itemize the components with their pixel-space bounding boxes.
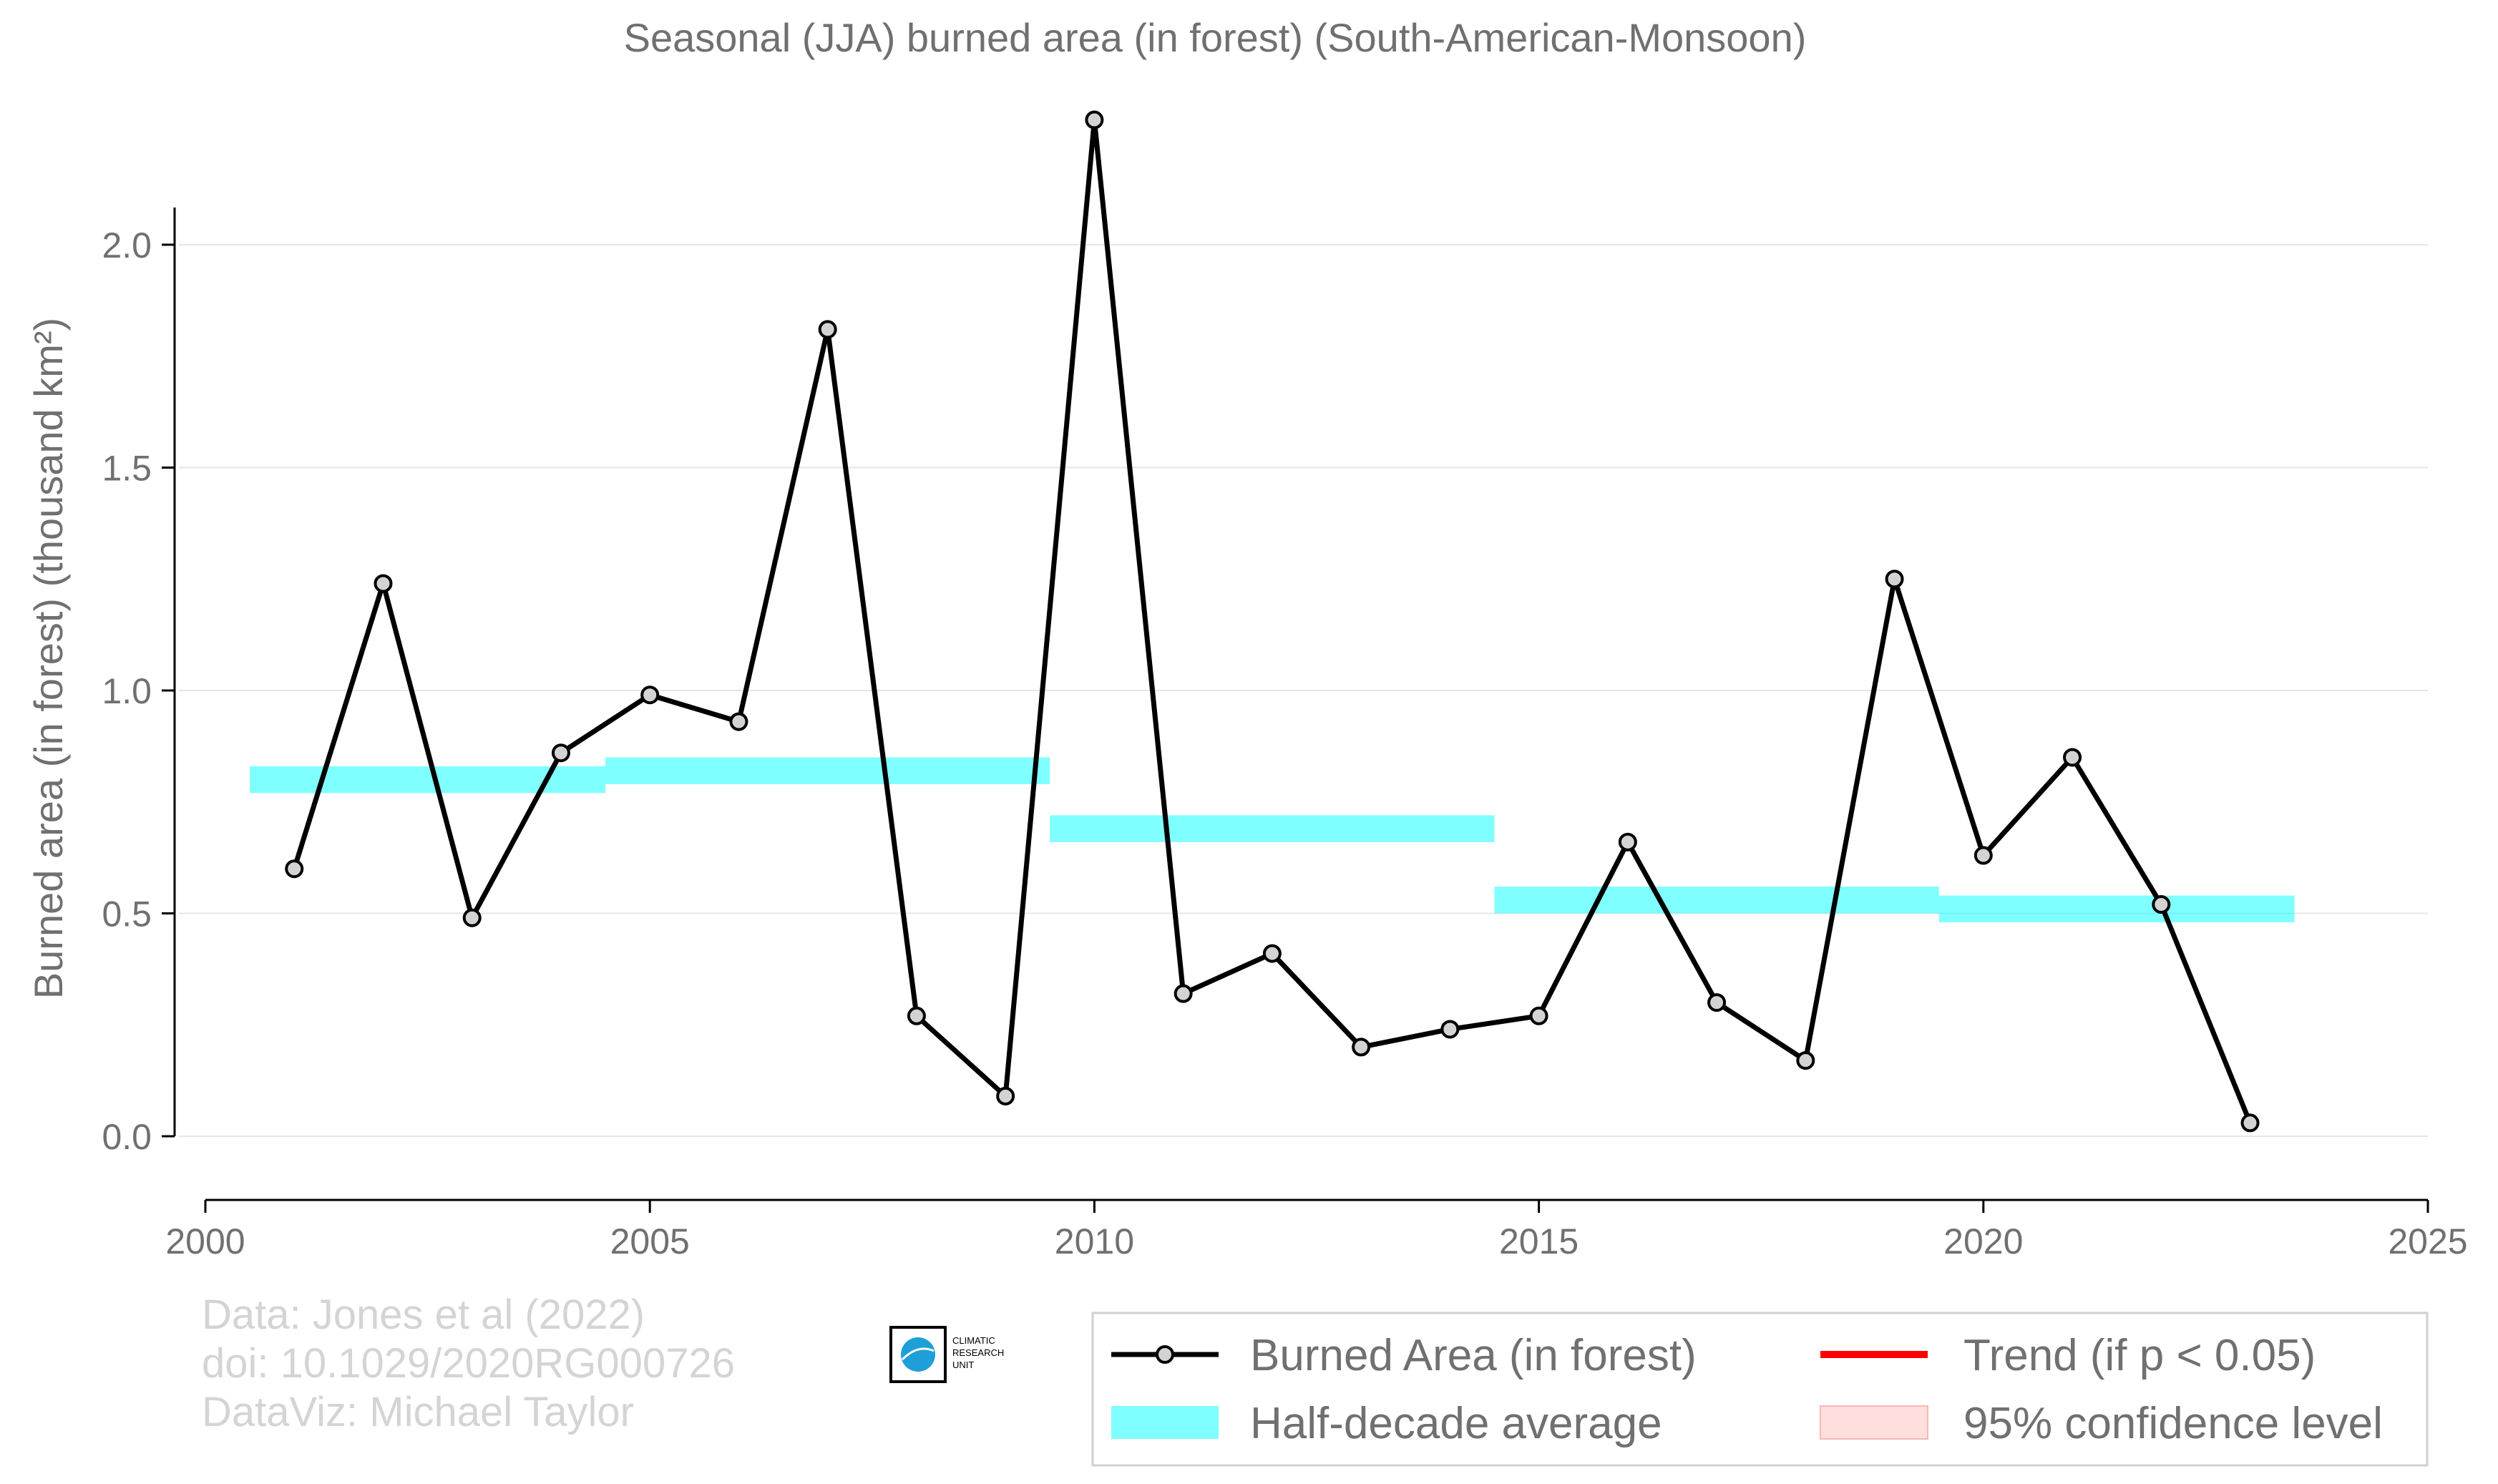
data-point (1440, 1020, 1460, 1039)
data-point (1085, 110, 1104, 130)
legend: Burned Area (in forest) Half-decade avera… (1091, 1312, 2429, 1467)
data-point (640, 685, 660, 705)
legend-marker-symbol (1156, 1345, 1174, 1364)
legend-entry: Half-decade average (1111, 1399, 1662, 1448)
credit-dataviz: DataViz: Michael Taylor (202, 1389, 634, 1435)
logo-line-1: CLIMATIC (952, 1335, 995, 1346)
logo-line-2: RESEARCH (952, 1347, 1004, 1358)
legend-box (1091, 1312, 2429, 1467)
burned-area-line (291, 117, 2253, 1124)
x-axis-ticks: 2000 2005 2010 2015 2020 2025 (165, 1200, 2468, 1261)
burned-area-points (285, 110, 2260, 1133)
legend-entry: 95% confidence level (1820, 1399, 2383, 1448)
x-tick-label: 2025 (2388, 1221, 2467, 1261)
data-point (1707, 993, 1727, 1012)
data-point (907, 1006, 926, 1025)
data-point (1262, 944, 1282, 963)
globe-swoosh (901, 1347, 935, 1361)
x-tick-label: 2015 (1499, 1221, 1579, 1261)
cru-logo: CLIMATIC RESEARCH UNIT (889, 1326, 1004, 1383)
data-point (818, 320, 837, 339)
burned-area-polyline (291, 117, 2253, 1124)
x-tick-label: 2000 (165, 1221, 245, 1261)
globe-icon (901, 1337, 935, 1372)
y-tick-label: 1.0 (102, 671, 152, 711)
data-point (1973, 846, 1993, 865)
half-decade-band (1494, 887, 1939, 914)
data-point (1174, 984, 1193, 1003)
credits: Data: Jones et al (2022) doi: 10.1029/20… (202, 1292, 735, 1435)
y-axis-ticks: 0.0 0.5 1.0 1.5 2.0 (102, 225, 175, 1157)
y-tick-label: 0.0 (102, 1117, 152, 1157)
x-tick-label: 2005 (610, 1221, 690, 1261)
data-point (285, 859, 304, 879)
data-point (729, 712, 748, 731)
credit-doi: doi: 10.1029/2020RG000726 (202, 1340, 735, 1387)
data-point (374, 574, 393, 593)
y-axis-label: Burned area (in forest) (thousand km²) (26, 318, 71, 999)
y-tick-label: 0.5 (102, 894, 152, 934)
legend-band-symbol (1111, 1406, 1219, 1439)
data-point (1529, 1006, 1548, 1025)
data-point (462, 908, 482, 927)
data-point (2063, 748, 2082, 767)
legend-label: Trend (if p < 0.05) (1963, 1331, 2316, 1380)
chart-title: Seasonal (JJA) burned area (in forest) (… (624, 15, 1807, 60)
legend-entry: Trend (if p < 0.05) (1820, 1331, 2316, 1380)
data-point (1885, 570, 1904, 589)
legend-entry: Burned Area (in forest) (1111, 1331, 1697, 1380)
data-point (996, 1086, 1015, 1105)
half-decade-band (605, 757, 1050, 784)
x-tick-label: 2020 (1943, 1221, 2023, 1261)
credit-data: Data: Jones et al (2022) (202, 1292, 645, 1338)
gridlines (179, 244, 2428, 1137)
legend-label: 95% confidence level (1963, 1399, 2383, 1448)
legend-label: Half-decade average (1250, 1399, 1662, 1448)
data-point (1796, 1051, 1815, 1070)
logo-line-3: UNIT (952, 1359, 974, 1370)
data-point (551, 743, 570, 763)
legend-label: Burned Area (in forest) (1250, 1331, 1697, 1380)
half-decade-average-bands (250, 757, 2295, 922)
data-point (2152, 895, 2171, 914)
x-tick-label: 2010 (1055, 1221, 1134, 1261)
data-point (2240, 1113, 2260, 1133)
half-decade-band (1050, 815, 1495, 842)
data-point (1618, 832, 1637, 851)
logo-frame (889, 1326, 947, 1383)
half-decade-band (1938, 895, 2295, 922)
data-point (1352, 1038, 1371, 1057)
y-tick-label: 1.5 (102, 449, 152, 489)
y-tick-label: 2.0 (102, 225, 152, 265)
legend-band-symbol (1820, 1405, 1928, 1440)
